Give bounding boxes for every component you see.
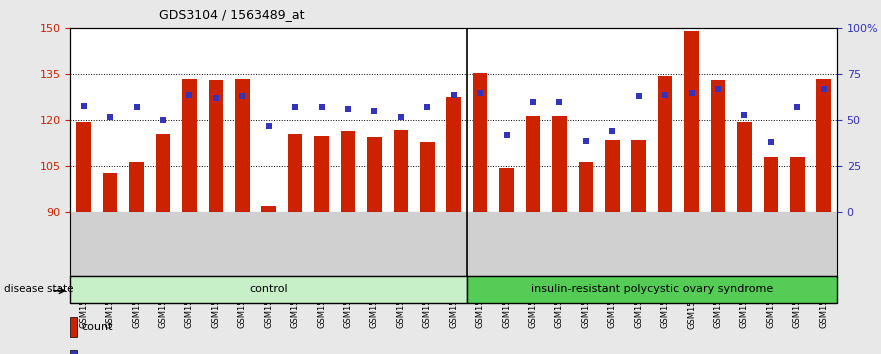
Text: GDS3104 / 1563489_at: GDS3104 / 1563489_at (159, 8, 304, 21)
Text: insulin-resistant polycystic ovary syndrome: insulin-resistant polycystic ovary syndr… (531, 284, 773, 295)
Point (605, 129, 619, 134)
Point (817, 86, 831, 92)
Bar (447, 97, 461, 212)
Bar (341, 131, 355, 212)
Text: control: control (249, 284, 288, 295)
Bar (70, 276, 467, 303)
Point (103, 114, 117, 120)
Point (764, 139, 778, 145)
Point (737, 112, 751, 118)
Bar (632, 140, 646, 212)
Point (500, 132, 514, 138)
Point (341, 107, 355, 112)
Bar (790, 157, 804, 212)
Point (130, 105, 144, 110)
Point (790, 105, 804, 110)
Bar (473, 73, 487, 212)
Point (315, 105, 329, 110)
Bar (552, 116, 566, 212)
Point (209, 96, 223, 101)
Bar (103, 172, 117, 212)
Bar (711, 80, 725, 212)
Point (367, 108, 381, 114)
Point (182, 92, 196, 97)
Bar (420, 142, 434, 212)
Bar (685, 32, 699, 212)
Bar (77, 122, 91, 212)
Bar (817, 79, 831, 212)
Bar (605, 140, 619, 212)
Bar (288, 134, 302, 212)
Text: disease state: disease state (4, 284, 74, 295)
Bar (737, 122, 751, 212)
Bar (262, 206, 276, 212)
Bar (394, 130, 408, 212)
Point (394, 114, 408, 120)
Point (156, 118, 170, 123)
Point (447, 92, 461, 97)
Bar (209, 80, 223, 212)
Bar (579, 162, 593, 212)
Bar (130, 162, 144, 212)
Bar (235, 79, 249, 212)
Point (77, 103, 91, 108)
Point (579, 138, 593, 143)
Point (288, 105, 302, 110)
Bar (156, 134, 170, 212)
Bar (467, 276, 837, 303)
Point (262, 123, 276, 129)
Point (658, 92, 672, 97)
Bar (315, 136, 329, 212)
Point (552, 99, 566, 105)
Point (235, 93, 249, 99)
Point (685, 90, 699, 96)
Point (632, 93, 646, 99)
Text: count: count (81, 322, 113, 332)
Point (473, 90, 487, 96)
Point (420, 105, 434, 110)
Bar (526, 116, 540, 212)
Bar (764, 157, 778, 212)
Bar (182, 79, 196, 212)
Bar (500, 168, 514, 212)
Bar (70, 317, 78, 337)
Bar (70, 350, 78, 354)
Point (526, 99, 540, 105)
Bar (658, 76, 672, 212)
Point (711, 86, 725, 92)
Bar (367, 137, 381, 212)
